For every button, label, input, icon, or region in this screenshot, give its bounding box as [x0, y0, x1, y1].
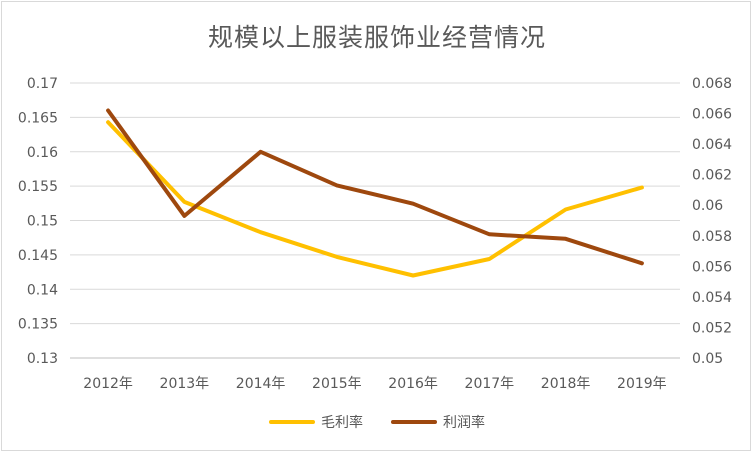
legend-label-gross-margin: 毛利率 — [321, 415, 363, 431]
left-y-axis: 0.13 0.135 0.14 0.145 0.15 0.155 0.16 0.165 0.17 — [18, 76, 58, 367]
right-tick-label: 0.05 — [692, 351, 723, 367]
right-tick-label: 0.052 — [692, 320, 732, 336]
legend-swatch-gross-margin — [269, 420, 315, 424]
x-axis: 2012年 2013年 2014年 2015年 2016年 2017年 2018年 2019年 — [83, 376, 666, 392]
x-tick-label: 2016年 — [388, 376, 438, 392]
right-tick-label: 0.058 — [692, 229, 732, 245]
right-y-axis: 0.05 0.052 0.054 0.056 0.058 0.06 0.062 0.064 0.… — [692, 76, 732, 367]
x-tick-label: 2014年 — [236, 376, 286, 392]
left-tick-label: 0.165 — [18, 110, 58, 126]
x-tick-label: 2019年 — [617, 376, 667, 392]
series-lines — [106, 108, 644, 278]
right-tick-label: 0.066 — [692, 107, 732, 123]
legend-swatch-profit-margin — [391, 420, 437, 424]
right-tick-label: 0.064 — [692, 137, 732, 153]
x-tick-label: 2015年 — [312, 376, 362, 392]
left-tick-label: 0.13 — [27, 351, 58, 367]
legend-label-profit-margin: 利润率 — [443, 415, 485, 431]
x-tick-label: 2018年 — [541, 376, 591, 392]
left-tick-label: 0.14 — [27, 282, 58, 298]
right-tick-label: 0.056 — [692, 259, 732, 275]
x-tick-label: 2012年 — [83, 376, 133, 392]
right-tick-label: 0.068 — [692, 76, 732, 92]
legend: 毛利率 利润率 — [0, 412, 754, 432]
x-tick-label: 2013年 — [160, 376, 210, 392]
series-line-gross-margin — [106, 120, 644, 278]
chart-title: 规模以上服装服饰业经营情况 — [207, 23, 546, 52]
x-tick-label: 2017年 — [465, 376, 515, 392]
left-tick-label: 0.15 — [27, 214, 58, 230]
right-tick-label: 0.054 — [692, 290, 732, 306]
left-tick-label: 0.17 — [27, 76, 58, 92]
left-tick-label: 0.145 — [18, 248, 58, 264]
series-line-profit-margin — [106, 108, 644, 266]
left-tick-label: 0.155 — [18, 179, 58, 195]
left-tick-label: 0.135 — [18, 317, 58, 333]
legend-item-gross-margin: 毛利率 — [269, 412, 363, 432]
grid-lines — [70, 82, 680, 359]
left-tick-label: 0.16 — [27, 145, 58, 161]
legend-item-profit-margin: 利润率 — [391, 412, 485, 432]
right-tick-label: 0.062 — [692, 168, 732, 184]
right-tick-label: 0.06 — [692, 198, 723, 214]
